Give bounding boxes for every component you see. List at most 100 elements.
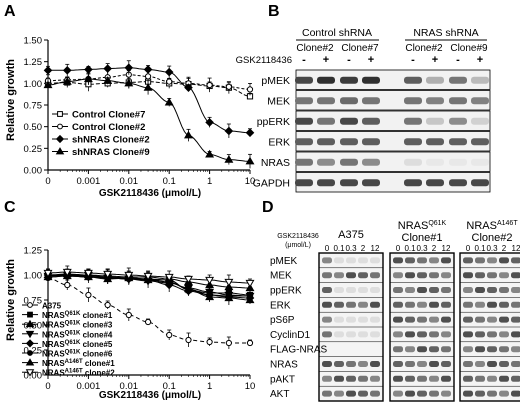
chart-c-legend-marker <box>27 350 33 356</box>
d-band <box>322 272 332 279</box>
chart-a-ytick-label: 0.50 <box>24 122 43 133</box>
chart-c-curve-a375 <box>47 277 250 344</box>
b-band <box>404 179 422 187</box>
d-band <box>334 257 344 264</box>
chart-a-point <box>245 156 255 165</box>
d-group-subtitle: Clone#2 <box>472 232 513 244</box>
d-band <box>475 390 485 397</box>
d-row-label-flag-nras: FLAG-NRAS <box>270 345 328 356</box>
chart-a-legend-marker <box>57 123 63 130</box>
b-band <box>362 138 380 146</box>
chart-a-point <box>103 76 113 84</box>
b-treatment-state: - <box>411 54 415 66</box>
d-conc-value: 0.3 <box>416 244 428 253</box>
chart-c-ytick-label: 0.00 <box>24 371 43 382</box>
d-band <box>463 287 473 293</box>
d-conc-value: 2 <box>432 244 437 253</box>
d-band <box>358 257 368 264</box>
chart-a-legend-label: Control Clone#2 <box>72 122 145 133</box>
d-row-label-pperk: ppERK <box>270 286 302 297</box>
d-band <box>346 331 356 338</box>
d-band <box>511 316 520 323</box>
d-band <box>429 346 439 353</box>
b-treatment-state: + <box>477 54 483 66</box>
b-band <box>404 158 422 166</box>
d-band <box>358 361 368 367</box>
d-band <box>463 361 473 367</box>
d-band <box>322 331 332 338</box>
d-conc-value: 0 <box>325 244 330 253</box>
d-band <box>463 316 473 323</box>
chart-a-point <box>143 65 153 74</box>
chart-a-xlabel: GSK2118436 (μmol/L) <box>99 188 201 199</box>
d-band <box>429 390 439 397</box>
d-band <box>429 375 439 382</box>
chart-a-curve-control-clone-7 <box>48 81 251 97</box>
chart-a-point <box>62 77 72 85</box>
b-band <box>340 117 358 125</box>
chart-a-point <box>206 81 213 89</box>
b-band <box>340 97 358 105</box>
d-band <box>393 287 403 293</box>
chart-c-legend-label: NRASA146T clone#1 <box>42 359 115 368</box>
b-row-gapdh: GAPDH <box>253 172 491 193</box>
chart-c-xtick-label: 0.01 <box>120 381 139 392</box>
d-band <box>475 257 485 264</box>
chart-a-legend-label: shNRAS Clone#9 <box>72 147 150 158</box>
d-band <box>334 390 344 397</box>
b-band <box>295 117 313 125</box>
chart-a-xtick-label: 0 <box>45 176 50 187</box>
b-band <box>426 97 444 105</box>
chart-c-xtick-label: 10 <box>245 381 256 392</box>
b-band <box>317 138 335 146</box>
b-band <box>362 158 380 166</box>
chart-a-xtick-label: 10 <box>245 176 256 187</box>
chart-c: Relative growth GSK2118436 (μmol/L) 0.00… <box>5 246 255 402</box>
chart-c-point <box>246 339 254 347</box>
b-blot-rows: pMEK MEK ppERK ERK NRAS GAPDH <box>253 69 491 193</box>
b-band <box>449 138 467 146</box>
chart-c-xtick-label: 0.1 <box>163 381 176 392</box>
b-band <box>471 179 489 187</box>
d-band <box>393 257 403 264</box>
d-conc-value: 12 <box>371 244 380 253</box>
b-band <box>426 179 444 187</box>
d-band <box>393 361 403 367</box>
d-band <box>475 272 485 279</box>
d-band <box>346 287 356 293</box>
chart-c-legend-marker <box>25 339 35 348</box>
chart-c-point <box>64 281 71 289</box>
b-band <box>295 76 313 84</box>
chart-c-point <box>144 318 152 326</box>
panel-letter-a: A <box>4 3 16 20</box>
d-band <box>358 272 368 279</box>
b-band <box>404 97 422 105</box>
b-row-erk: ERK <box>268 131 491 152</box>
b-clone-2: Clone#7 <box>341 43 379 54</box>
d-band <box>499 331 509 338</box>
d-band <box>429 257 439 264</box>
chart-a-point <box>184 83 193 92</box>
d-row-label-pmek: pMEK <box>270 256 298 267</box>
d-band <box>475 346 485 353</box>
chart-c-legend-label: NRASQ61K clone#4 <box>42 330 113 339</box>
d-band <box>346 390 356 397</box>
b-row-label: GAPDH <box>253 177 290 189</box>
chart-a-series-shnras-clone-2 <box>43 60 255 138</box>
d-row-label-pakt: pAKT <box>270 374 295 385</box>
d-group-title: NRASQ61K <box>398 220 447 232</box>
d-conc-value: 0 <box>466 244 471 253</box>
d-band <box>441 331 451 338</box>
chart-c-point <box>62 268 72 277</box>
d-band <box>511 361 520 367</box>
d-row-labels: pMEK MEK ppERK ERK pS6P CyclinD1 FLAG-NRAS NRAS… <box>270 256 328 400</box>
d-conc-value: 0.1 <box>333 244 345 253</box>
b-band <box>362 76 380 84</box>
chart-a-point <box>246 86 254 93</box>
b-band <box>426 138 444 146</box>
b-band <box>449 97 467 105</box>
